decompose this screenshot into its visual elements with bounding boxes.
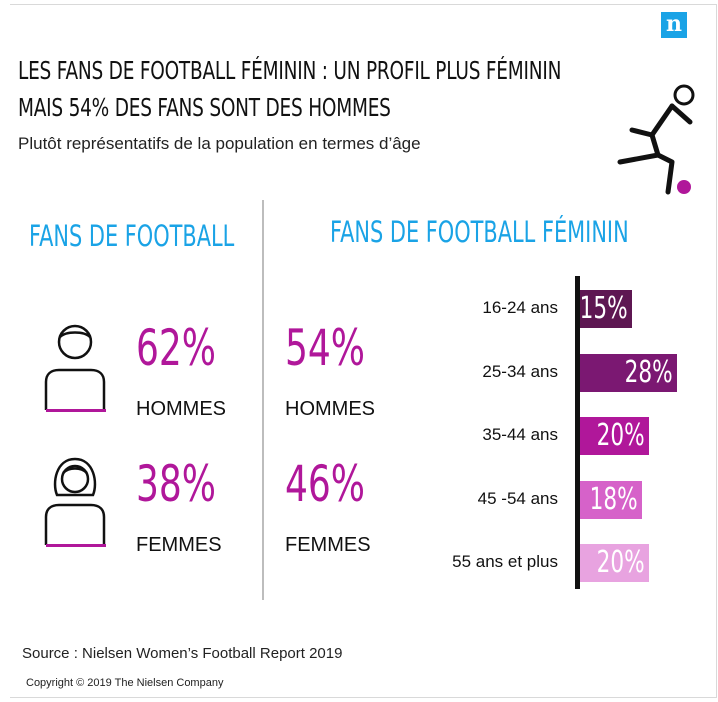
football-fans-women-label: FEMMES: [136, 534, 222, 556]
frame-bottom-border: [10, 697, 716, 698]
football-fans-men-label: HOMMES: [136, 398, 226, 420]
section-heading-womens-football-fans: FANS DE FOOTBALL FÉMININ: [330, 215, 629, 249]
person-male-icon: [44, 324, 106, 412]
age-label: 16-24 ans: [482, 298, 558, 317]
age-label: 25-34 ans: [482, 361, 558, 381]
age-chart-axis: [575, 276, 580, 589]
age-bar-value: 28%: [624, 354, 673, 390]
age-bar-value: 20%: [596, 545, 645, 580]
womens-football-fans-men-label: HOMMES: [285, 398, 375, 420]
title-line-1: LES FANS DE FOOTBALL FÉMININ : UN PROFIL…: [18, 56, 562, 85]
football-fans-men-percent: 62%: [136, 319, 217, 377]
age-bar: 20%: [580, 544, 649, 582]
source-note: Source : Nielsen Women’s Football Report…: [22, 645, 343, 662]
frame-top-border: [10, 4, 716, 5]
age-label: 45 -54 ans: [477, 488, 558, 508]
frame-right-border: [716, 4, 717, 698]
womens-football-fans-women-percent: 46%: [285, 455, 366, 513]
section-divider: [262, 200, 264, 600]
age-bar-value: 20%: [596, 418, 645, 453]
football-fans-women-percent: 38%: [136, 455, 217, 513]
copyright-note: Copyright © 2019 The Nielsen Company: [26, 677, 224, 689]
age-bar-value: 15%: [579, 291, 628, 326]
womens-football-fans-men-percent: 54%: [285, 319, 366, 377]
age-label: 55 ans et plus: [452, 552, 558, 571]
age-label: 35-44 ans: [482, 425, 558, 444]
section-heading-football-fans: FANS DE FOOTBALL: [29, 219, 235, 253]
womens-football-fans-women-label: FEMMES: [285, 534, 371, 556]
football-player-icon: [617, 84, 695, 195]
age-bar: 18%: [580, 480, 642, 519]
age-bar: 20%: [580, 417, 649, 455]
nielsen-logo: n: [661, 12, 687, 38]
person-female-icon: [44, 457, 106, 547]
age-bar-value: 18%: [589, 481, 638, 517]
age-bar: 28%: [580, 353, 677, 392]
title-line-2: MAIS 54% DES FANS SONT DES HOMMES: [18, 93, 391, 122]
subtitle: Plutôt représentatifs de la population e…: [18, 134, 421, 153]
age-bar: 15%: [580, 290, 632, 328]
